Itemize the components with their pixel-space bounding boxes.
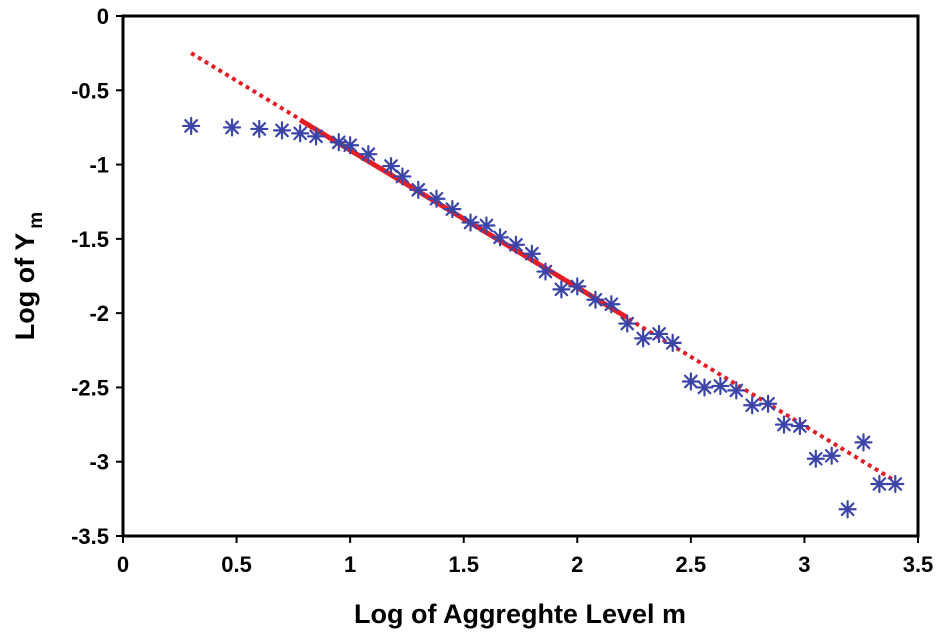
data-point [743, 396, 762, 415]
data-point [427, 189, 446, 208]
data-point [822, 446, 841, 465]
y-axis-title: Log of Y m [10, 212, 47, 340]
data-point [182, 116, 201, 136]
y-tick-label: 0 [97, 4, 109, 29]
data-point [222, 118, 242, 137]
data-point [649, 324, 669, 344]
data-point [695, 378, 714, 397]
data-point [461, 213, 480, 232]
data-point [681, 372, 700, 391]
data-point [341, 136, 360, 155]
data-point [443, 200, 462, 219]
x-tick-label: 1.5 [448, 552, 479, 577]
data-point [250, 119, 269, 139]
data-points [182, 116, 905, 519]
y-axis-title-main: Log of Y [10, 233, 40, 341]
data-point [381, 156, 401, 176]
y-tick-label: -0.5 [71, 78, 109, 103]
data-point [727, 381, 746, 400]
data-point [506, 235, 526, 254]
y-tick-label: -1.5 [71, 227, 109, 252]
y-axis-ticks: 0 -0.5 -1 -1.5 -2 -2.5 -3 -3.5 [71, 4, 123, 549]
x-tick-label: 2.5 [676, 552, 707, 577]
y-axis-title-sub: m [26, 212, 47, 229]
x-tick-label: 0.5 [221, 552, 252, 577]
x-tick-label: 2 [571, 552, 583, 577]
x-tick-label: 0 [117, 552, 129, 577]
data-point [886, 474, 905, 494]
data-point [602, 295, 621, 314]
data-point [552, 280, 571, 299]
y-tick-label: -1 [89, 153, 109, 178]
data-point [409, 180, 428, 199]
data-point [393, 167, 412, 186]
data-point [522, 244, 541, 263]
x-tick-label: 3.5 [903, 552, 934, 577]
fit-lines [190, 51, 897, 483]
x-axis-ticks: 0 0.5 1 1.5 2 2.5 3 3.5 [117, 536, 933, 577]
data-point [568, 277, 587, 296]
data-point [663, 333, 682, 352]
data-point [306, 127, 326, 146]
data-point [758, 394, 778, 413]
data-point [329, 133, 348, 152]
y-tick-label: -2.5 [71, 375, 109, 400]
data-point [774, 415, 794, 434]
data-point [536, 262, 555, 281]
data-point [854, 433, 873, 452]
x-tick-label: 3 [798, 552, 810, 577]
data-point [359, 145, 378, 164]
plot-frame [121, 14, 920, 538]
data-point [477, 216, 496, 235]
data-point [838, 500, 857, 519]
data-point [711, 376, 730, 396]
data-point [806, 449, 825, 468]
data-point [586, 290, 605, 309]
data-point [291, 124, 310, 143]
x-tick-label: 1 [344, 552, 356, 577]
data-point [870, 474, 889, 494]
data-point [618, 314, 637, 333]
data-point [490, 228, 510, 247]
y-tick-label: -3 [89, 450, 109, 475]
data-point [634, 329, 653, 348]
x-axis-title: Log of Aggreghte Level m [354, 599, 686, 629]
data-point [790, 416, 809, 436]
y-tick-label: -2 [89, 301, 109, 326]
fit-line-solid [298, 117, 629, 320]
y-tick-label: -3.5 [71, 524, 109, 549]
data-point [272, 121, 292, 140]
